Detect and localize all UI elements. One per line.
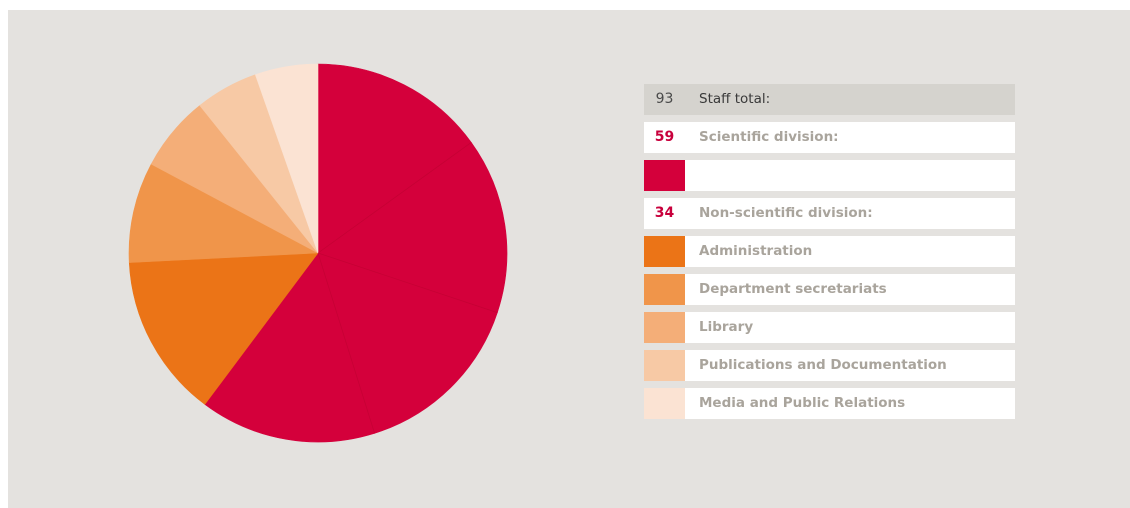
pie-slice-6 — [128, 163, 320, 263]
pie-chart — [128, 63, 508, 443]
legend-swatch — [644, 388, 685, 419]
legend-item-label: Department secretariats — [699, 281, 887, 297]
legend-item-administration: Administration — [644, 236, 1015, 267]
legend-row-scientific-swatch — [644, 160, 1015, 191]
slice-separator — [317, 252, 375, 434]
legend-row-non-scientific-division: 34 Non-scientific division: — [644, 198, 1015, 229]
legend-row-scientific-division: 59 Scientific division: — [644, 122, 1015, 153]
legend-item-publications-and-documentation: Publications and Documentation — [644, 350, 1015, 381]
legend-item-library: Library — [644, 312, 1015, 343]
legend-swatch — [644, 236, 685, 267]
staff-total-label: Staff total: — [699, 91, 771, 107]
legend-item-label: Media and Public Relations — [699, 395, 906, 411]
legend-swatch — [644, 274, 685, 305]
scientific-color-swatch — [644, 160, 685, 191]
pie-slice-1 — [317, 63, 472, 254]
legend-swatch — [644, 350, 685, 381]
legend: 93 Staff total: 59 Scientific division: … — [644, 84, 1015, 426]
legend-item-label: Administration — [699, 243, 813, 259]
legend-swatch — [644, 312, 685, 343]
slice-separator — [317, 252, 498, 313]
legend-item-label: Library — [699, 319, 754, 335]
chart-panel: 93 Staff total: 59 Scientific division: … — [8, 10, 1130, 508]
legend-item-department-secretariats: Department secretariats — [644, 274, 1015, 305]
scientific-division-value: 59 — [654, 129, 675, 145]
pie-slice-2 — [317, 142, 508, 313]
staff-total-value: 93 — [655, 91, 674, 107]
pie-slice-4 — [204, 252, 375, 443]
pie-slice-9 — [254, 63, 319, 254]
legend-row-staff-total: 93 Staff total: — [644, 84, 1015, 115]
legend-item-media-and-public-relations: Media and Public Relations — [644, 388, 1015, 419]
non-scientific-division-label: Non-scientific division: — [699, 205, 873, 221]
legend-item-label: Publications and Documentation — [699, 357, 947, 373]
pie-slice-5 — [128, 252, 319, 405]
slice-separator — [317, 142, 472, 254]
non-scientific-division-value: 34 — [654, 205, 675, 221]
scientific-division-label: Scientific division: — [699, 129, 839, 145]
